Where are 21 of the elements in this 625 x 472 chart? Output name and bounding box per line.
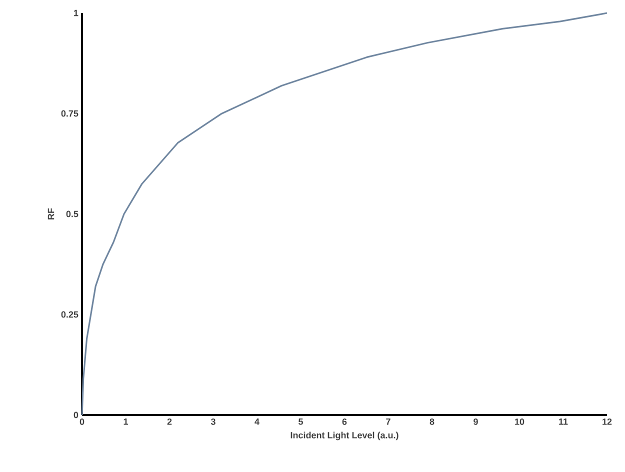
x-tick-label: 8 bbox=[430, 418, 434, 425]
y-tick-label: 0.5 bbox=[66, 210, 78, 218]
x-tick-label: 12 bbox=[602, 418, 612, 425]
y-tick-label: 0.75 bbox=[61, 110, 78, 117]
x-tick-label: 5 bbox=[298, 418, 303, 425]
x-tick-label: 1 bbox=[124, 418, 128, 425]
y-tick-label: 0.25 bbox=[61, 311, 78, 318]
x-axis-title: Incident Light Level (a.u.) bbox=[290, 432, 398, 440]
x-tick-label: 6 bbox=[342, 418, 347, 425]
line-series bbox=[81, 12, 608, 416]
x-tick-label: 7 bbox=[386, 418, 390, 425]
x-tick-label: 11 bbox=[559, 418, 568, 425]
x-tick-label: 10 bbox=[515, 418, 524, 425]
x-tick-label: 3 bbox=[210, 418, 216, 425]
y-tick-label: 1 bbox=[74, 10, 78, 16]
x-tick-label: 2 bbox=[167, 418, 172, 425]
x-tick-label: 4 bbox=[254, 418, 260, 425]
x-tick-label: 9 bbox=[474, 418, 478, 425]
y-axis-title: RF bbox=[48, 208, 54, 220]
x-tick-label: 0 bbox=[80, 418, 84, 425]
y-tick-label: 0 bbox=[74, 412, 78, 418]
